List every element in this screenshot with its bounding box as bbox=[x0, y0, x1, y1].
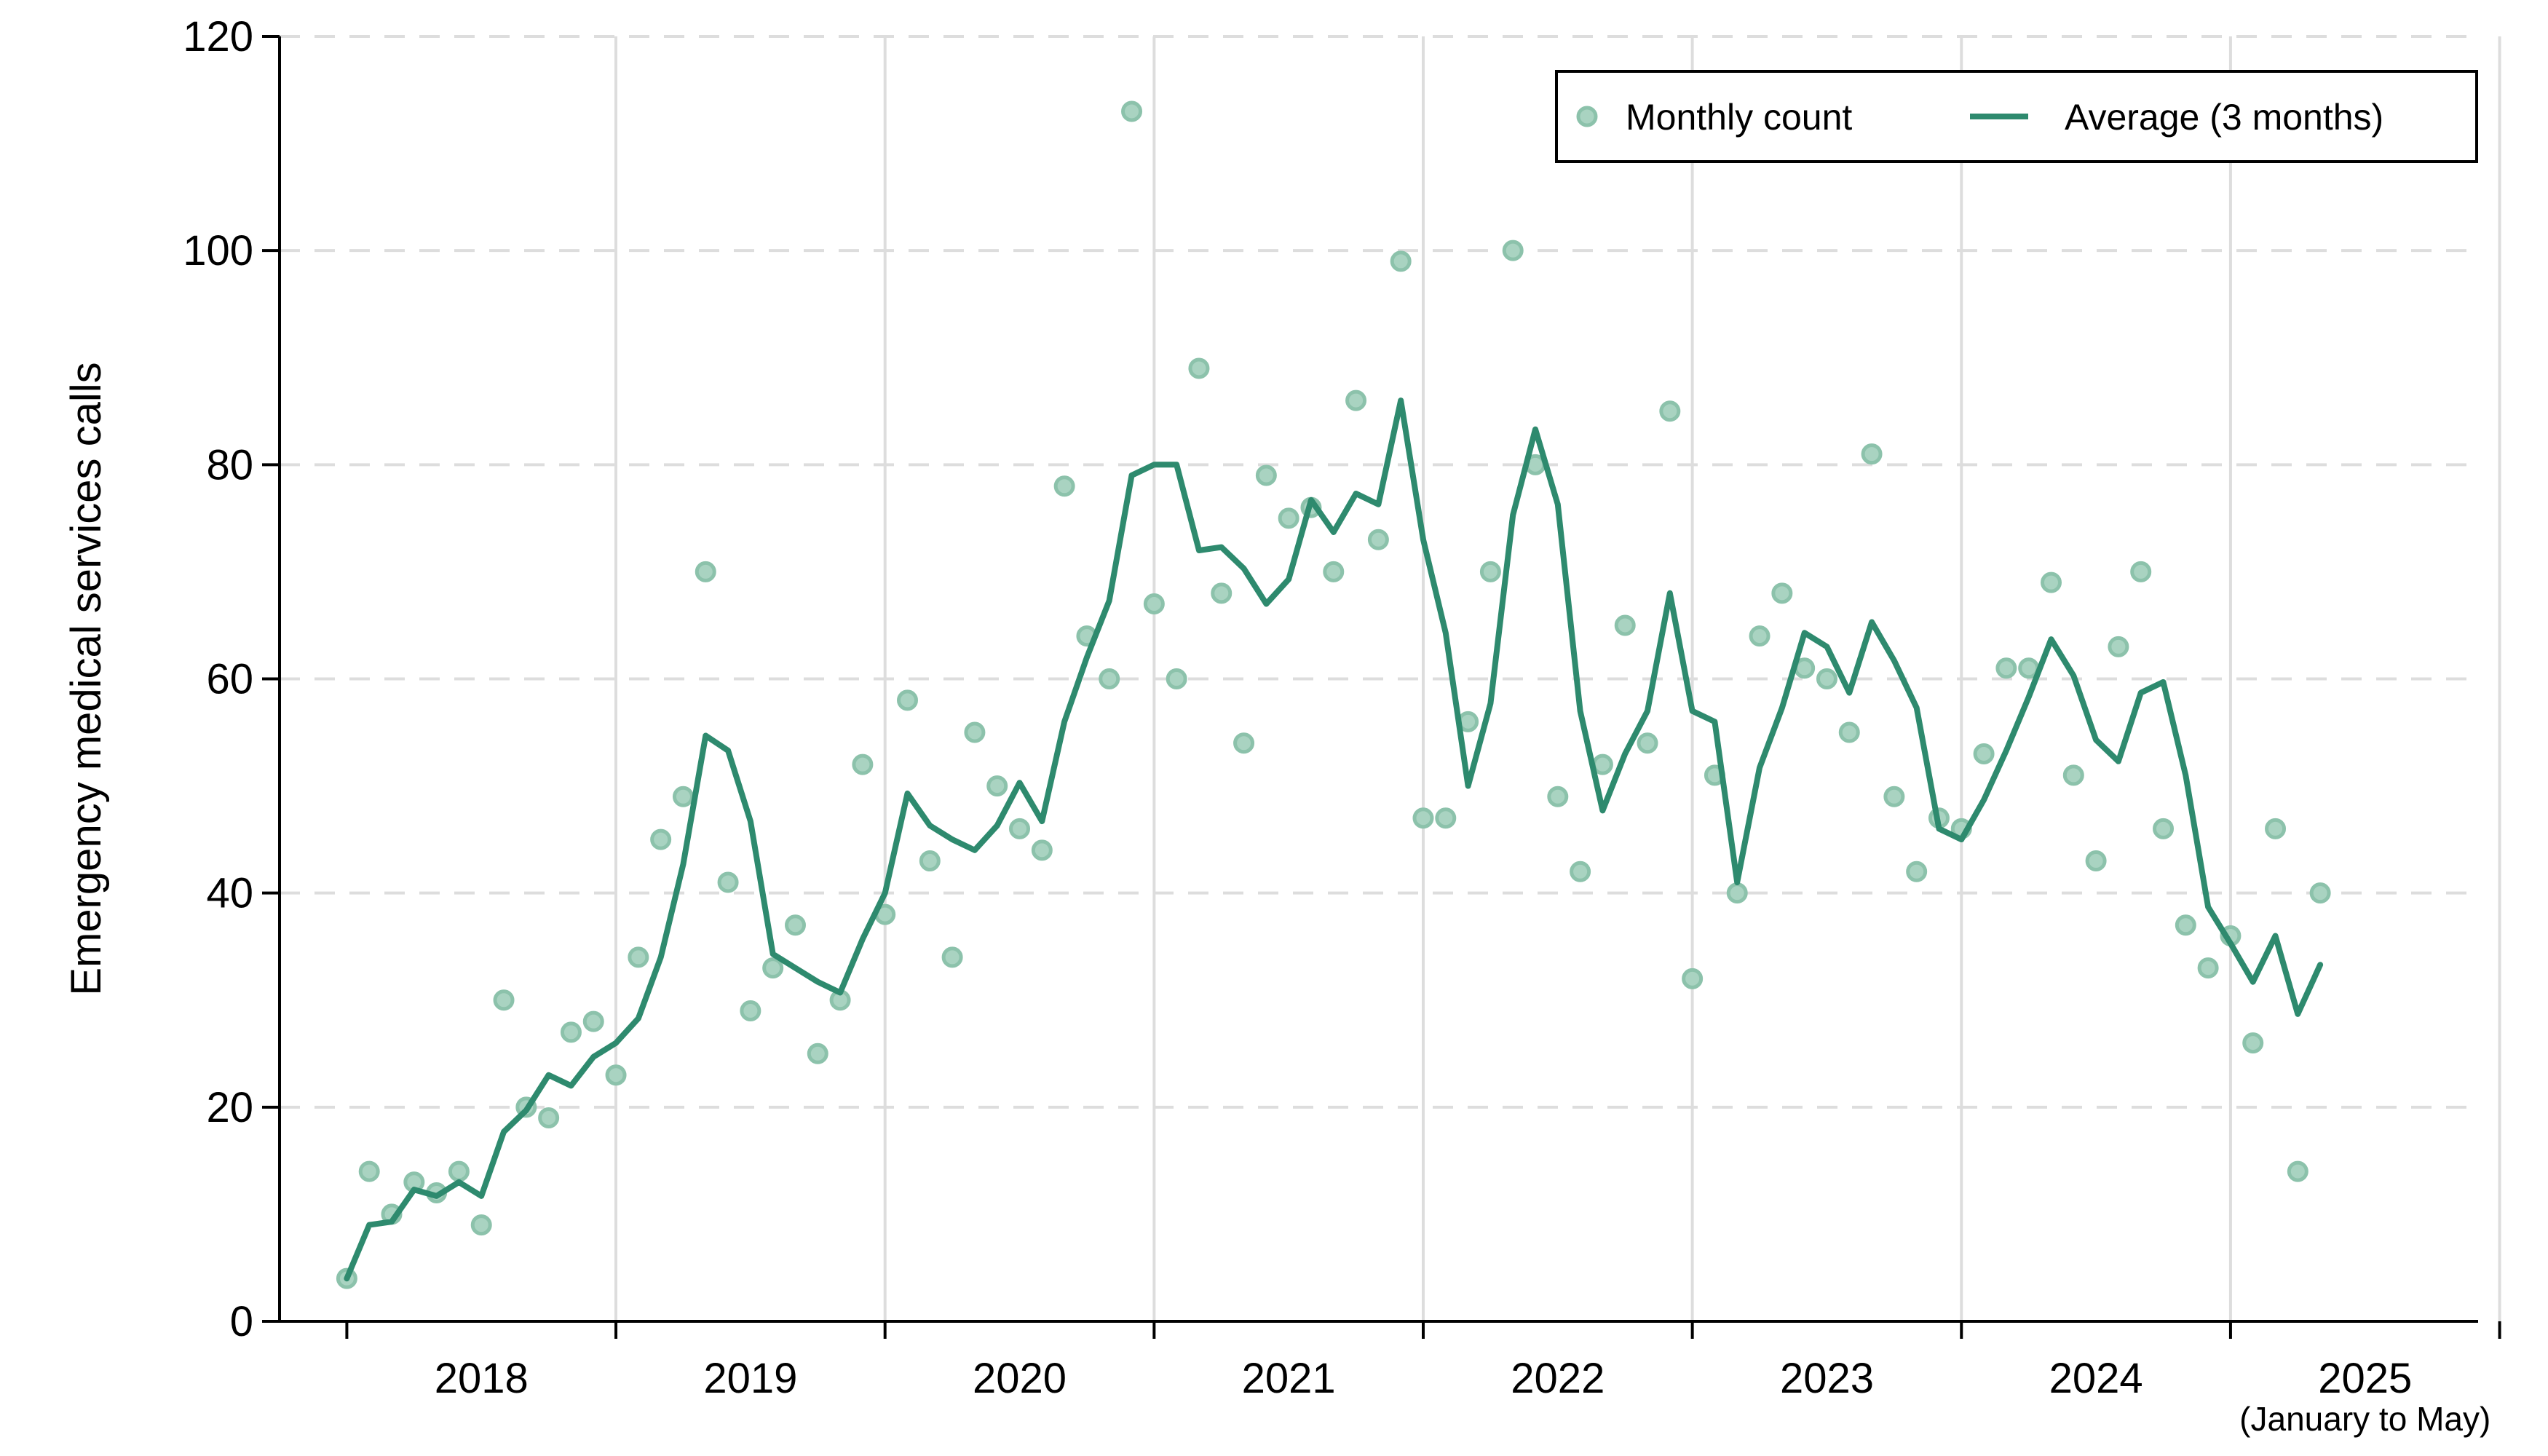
data-point bbox=[919, 850, 941, 872]
data-point bbox=[2175, 914, 2196, 936]
data-point bbox=[1547, 786, 1569, 807]
data-point bbox=[1570, 860, 1591, 882]
data-point bbox=[470, 1214, 492, 1236]
data-point bbox=[2197, 957, 2219, 979]
data-point bbox=[1255, 464, 1277, 486]
data-point bbox=[1861, 443, 1883, 465]
data-point bbox=[1659, 400, 1681, 422]
data-point bbox=[1614, 614, 1636, 636]
data-point bbox=[2108, 636, 2129, 657]
grid-lines bbox=[280, 35, 2501, 1321]
data-point bbox=[2265, 818, 2287, 839]
data-point bbox=[1838, 721, 1860, 743]
data-point bbox=[1412, 807, 1434, 829]
x-tick-label-2019: 2019 bbox=[703, 1355, 797, 1402]
data-point bbox=[717, 871, 739, 893]
data-point bbox=[650, 828, 672, 850]
data-point bbox=[358, 1160, 380, 1182]
data-point bbox=[1121, 100, 1143, 122]
data-point bbox=[1479, 561, 1501, 582]
data-point bbox=[1771, 582, 1793, 604]
data-point bbox=[493, 989, 515, 1011]
data-point bbox=[1211, 582, 1233, 604]
y-tick-label: 20 bbox=[206, 1084, 253, 1131]
data-point bbox=[1188, 357, 1210, 379]
series-monthly-count bbox=[336, 100, 2331, 1289]
data-point bbox=[1435, 807, 1457, 829]
data-point bbox=[672, 786, 694, 807]
data-point bbox=[784, 914, 806, 936]
data-point bbox=[695, 561, 716, 582]
data-point bbox=[2309, 882, 2331, 904]
data-point bbox=[1278, 507, 1299, 529]
data-point bbox=[538, 1107, 560, 1129]
legend: Monthly count Average (3 months) bbox=[1555, 70, 2478, 163]
data-point bbox=[1323, 561, 1345, 582]
x-tick-label-2024: 2024 bbox=[2049, 1355, 2143, 1402]
x-tick-label-2023: 2023 bbox=[1780, 1355, 1874, 1402]
data-point bbox=[897, 689, 919, 711]
y-tick-label: 40 bbox=[206, 870, 253, 917]
data-point bbox=[1749, 625, 1770, 647]
data-point bbox=[2287, 1160, 2308, 1182]
data-point bbox=[2062, 764, 2084, 786]
data-point bbox=[1906, 860, 1928, 882]
data-point bbox=[1502, 240, 1524, 261]
data-point bbox=[605, 1064, 627, 1086]
data-point bbox=[1233, 732, 1255, 754]
data-point bbox=[1973, 743, 1995, 764]
data-point bbox=[1995, 657, 2017, 679]
data-point bbox=[1053, 475, 1075, 497]
x-tick-label-2018: 2018 bbox=[435, 1355, 529, 1402]
series-line-average bbox=[344, 397, 2324, 1282]
data-point bbox=[1031, 839, 1053, 861]
data-point bbox=[2130, 561, 2152, 582]
plot-area bbox=[336, 100, 2331, 1289]
data-point bbox=[1009, 818, 1031, 839]
data-point bbox=[1726, 882, 1748, 904]
x-tick-label-2025: 2025 bbox=[2318, 1355, 2412, 1402]
data-point bbox=[2242, 1032, 2264, 1054]
data-point bbox=[1143, 593, 1165, 615]
data-point bbox=[1166, 668, 1187, 689]
x-tick-label-2020: 2020 bbox=[973, 1355, 1067, 1402]
legend-point-marker bbox=[1576, 106, 1598, 127]
axes: 0 20 40 60 80 100 120 2018 2019 2020 2021 2022 2023 2… bbox=[183, 13, 2501, 1438]
data-point bbox=[628, 946, 649, 968]
data-point bbox=[762, 957, 784, 979]
data-point bbox=[740, 1000, 761, 1021]
data-point bbox=[1637, 732, 1658, 754]
data-point bbox=[1367, 529, 1389, 550]
data-point bbox=[1682, 968, 1704, 989]
data-point bbox=[2153, 818, 2175, 839]
data-point bbox=[807, 1042, 828, 1064]
data-point bbox=[1816, 668, 1837, 689]
y-axis-title: Emergency medical services calls bbox=[63, 362, 110, 995]
data-point bbox=[582, 1010, 604, 1032]
legend-label-monthly-count: Monthly count bbox=[1626, 97, 1852, 138]
data-point bbox=[2085, 850, 2107, 872]
x-tick-label-2022: 2022 bbox=[1511, 1355, 1605, 1402]
y-tick-label: 100 bbox=[183, 227, 253, 274]
data-point bbox=[964, 721, 986, 743]
legend-label-average: Average (3 months) bbox=[2065, 97, 2383, 138]
y-tick-label: 0 bbox=[230, 1298, 253, 1345]
data-point bbox=[986, 775, 1008, 797]
data-point bbox=[941, 946, 963, 968]
data-point bbox=[560, 1021, 582, 1043]
x-tick-label-2021: 2021 bbox=[1242, 1355, 1336, 1402]
data-point bbox=[1345, 389, 1367, 411]
data-point bbox=[2040, 571, 2062, 593]
data-point bbox=[1099, 668, 1120, 689]
y-tick-label: 80 bbox=[206, 441, 253, 488]
x-axis-note: (January to May) bbox=[2239, 1400, 2490, 1438]
y-tick-label: 60 bbox=[206, 656, 253, 703]
data-point bbox=[852, 753, 874, 775]
data-point bbox=[448, 1160, 470, 1182]
data-point bbox=[1390, 250, 1412, 272]
data-point bbox=[1883, 786, 1905, 807]
y-tick-label: 120 bbox=[183, 13, 253, 60]
